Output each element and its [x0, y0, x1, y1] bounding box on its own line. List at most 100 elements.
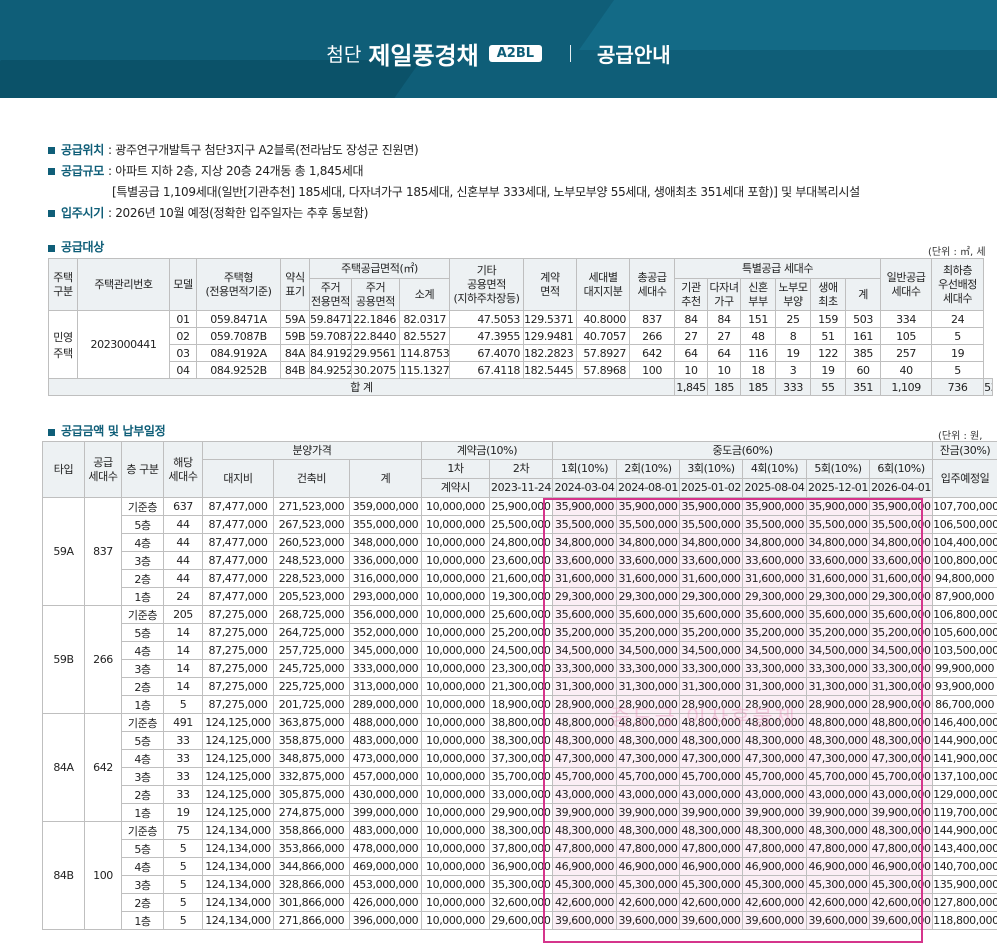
supply-cell: 151: [740, 310, 777, 328]
interim-payment-cell: 34,500,000: [742, 641, 808, 660]
interim-payment-cell: 45,300,000: [552, 875, 618, 894]
building-price-cell: 344,866,000: [273, 857, 350, 876]
interim-payment-cell: 48,800,000: [616, 713, 681, 732]
deposit2-cell: 23,300,000: [488, 659, 554, 678]
supply-cell: 084.9192A: [196, 344, 281, 362]
land-price-cell: 124,134,000: [202, 839, 274, 858]
supply-cell: 84A: [280, 344, 310, 362]
supply-cell: 84.9192: [309, 344, 352, 362]
deposit1-cell: 10,000,000: [421, 497, 490, 516]
interim-payment-cell: 45,300,000: [806, 875, 871, 894]
supply-cell: 182.5445: [523, 361, 578, 379]
interim-payment-cell: 45,700,000: [616, 767, 681, 786]
supply-cell: 10: [707, 361, 742, 379]
bullet-square-icon: [48, 245, 55, 252]
total-price-cell: 345,000,000: [349, 641, 422, 660]
house-type-cell: 민영 주택: [48, 310, 78, 379]
th-land: 대지비: [202, 459, 274, 498]
supply-cell: 257: [880, 344, 933, 362]
floor-cell: 기준층: [121, 821, 164, 840]
table-row: 2층 14 87,275,000 225,725,000 313,000,000 10,0…: [43, 677, 997, 696]
interim-payment-cell: 48,300,000: [616, 821, 681, 840]
land-price-cell: 124,134,000: [202, 857, 274, 876]
th-type: 타입: [42, 441, 85, 498]
supply-cell: 116: [740, 344, 777, 362]
interim-payment-cell: 28,900,000: [806, 695, 871, 714]
balance-cell: 86,700,000: [932, 695, 997, 714]
floor-cell: 4층: [121, 857, 164, 876]
supply-cell: 67.4118: [449, 361, 525, 379]
land-price-cell: 124,125,000: [202, 713, 274, 732]
total-cell: 185: [740, 378, 777, 396]
floor-cell: 기준층: [121, 713, 164, 732]
interim-payment-cell: 29,300,000: [616, 587, 681, 606]
deposit2-cell: 38,300,000: [488, 731, 554, 750]
deposit1-cell: 10,000,000: [421, 713, 490, 732]
type-cell: 59A: [42, 497, 85, 606]
bullet-square-icon: [48, 168, 55, 175]
deposit1-cell: 10,000,000: [421, 659, 490, 678]
interim-payment-cell: 47,800,000: [552, 839, 618, 858]
th-m4-date: 2025-08-04: [742, 478, 808, 498]
count-cell: 5: [163, 911, 203, 930]
total-price-cell: 289,000,000: [349, 695, 422, 714]
supply-cell: 161: [845, 327, 882, 345]
count-cell: 44: [163, 551, 203, 570]
th-agency: 기관 추천: [674, 278, 709, 311]
interim-payment-cell: 39,600,000: [869, 911, 934, 930]
floor-cell: 5층: [121, 515, 164, 534]
land-price-cell: 124,125,000: [202, 731, 274, 750]
supply-cell: 129.5371: [523, 310, 578, 328]
supply-cell: 47.5053: [449, 310, 525, 328]
deposit2-cell: 25,900,000: [488, 497, 554, 516]
count-cell: 33: [163, 749, 203, 768]
interim-payment-cell: 34,500,000: [806, 641, 871, 660]
deposit2-cell: 33,000,000: [488, 785, 554, 804]
balance-cell: 137,100,000: [932, 767, 997, 786]
land-price-cell: 124,125,000: [202, 785, 274, 804]
land-price-cell: 87,477,000: [202, 533, 274, 552]
floor-cell: 2층: [121, 893, 164, 912]
supply-cell: 19: [931, 344, 985, 362]
th-common: 주거 공용면적: [351, 278, 400, 311]
interim-payment-cell: 28,900,000: [616, 695, 681, 714]
interim-payment-cell: 48,800,000: [806, 713, 871, 732]
floor-cell: 1층: [121, 695, 164, 714]
table-row: 3층 14 87,275,000 245,725,000 333,000,000 10,0…: [43, 659, 997, 678]
floor-cell: 5층: [121, 839, 164, 858]
supply-cell: 48: [740, 327, 777, 345]
bullet-square-icon: [48, 147, 55, 154]
interim-payment-cell: 43,000,000: [806, 785, 871, 804]
count-cell: 44: [163, 515, 203, 534]
interim-payment-cell: 45,300,000: [679, 875, 744, 894]
deposit2-cell: 23,600,000: [488, 551, 554, 570]
header-banner: 첨단 제일풍경채 A2BL 공급안내: [0, 0, 997, 98]
supply-cell: 122: [810, 344, 847, 362]
land-price-cell: 124,125,000: [202, 767, 274, 786]
interim-payment-cell: 35,500,000: [806, 515, 871, 534]
interim-payment-cell: 31,300,000: [806, 677, 871, 696]
interim-payment-cell: 34,800,000: [679, 533, 744, 552]
total-price-cell: 348,000,000: [349, 533, 422, 552]
interim-payment-cell: 45,700,000: [742, 767, 808, 786]
building-price-cell: 271,523,000: [273, 497, 350, 516]
interim-payment-cell: 46,900,000: [742, 857, 808, 876]
interim-payment-cell: 35,600,000: [616, 605, 681, 624]
total-price-cell: 426,000,000: [349, 893, 422, 912]
deposit1-cell: 10,000,000: [421, 587, 490, 606]
total-cell: 1,845: [674, 378, 709, 396]
interim-payment-cell: 48,300,000: [869, 731, 934, 750]
floor-cell: 1층: [121, 587, 164, 606]
deposit1-cell: 10,000,000: [421, 605, 490, 624]
table-row: 3층 5 124,134,000 328,866,000 453,000,000 10,0…: [43, 875, 997, 894]
interim-payment-cell: 43,000,000: [679, 785, 744, 804]
units-cell: 266: [84, 605, 122, 714]
total-cell: 736: [931, 378, 985, 396]
balance-cell: 106,500,000: [932, 515, 997, 534]
interim-payment-cell: 33,300,000: [742, 659, 808, 678]
type-cell: 59B: [42, 605, 85, 714]
interim-payment-cell: 31,300,000: [679, 677, 744, 696]
deposit2-cell: 19,300,000: [488, 587, 554, 606]
floor-cell: 4층: [121, 533, 164, 552]
th-m6-date: 2026-04-01: [869, 478, 934, 498]
